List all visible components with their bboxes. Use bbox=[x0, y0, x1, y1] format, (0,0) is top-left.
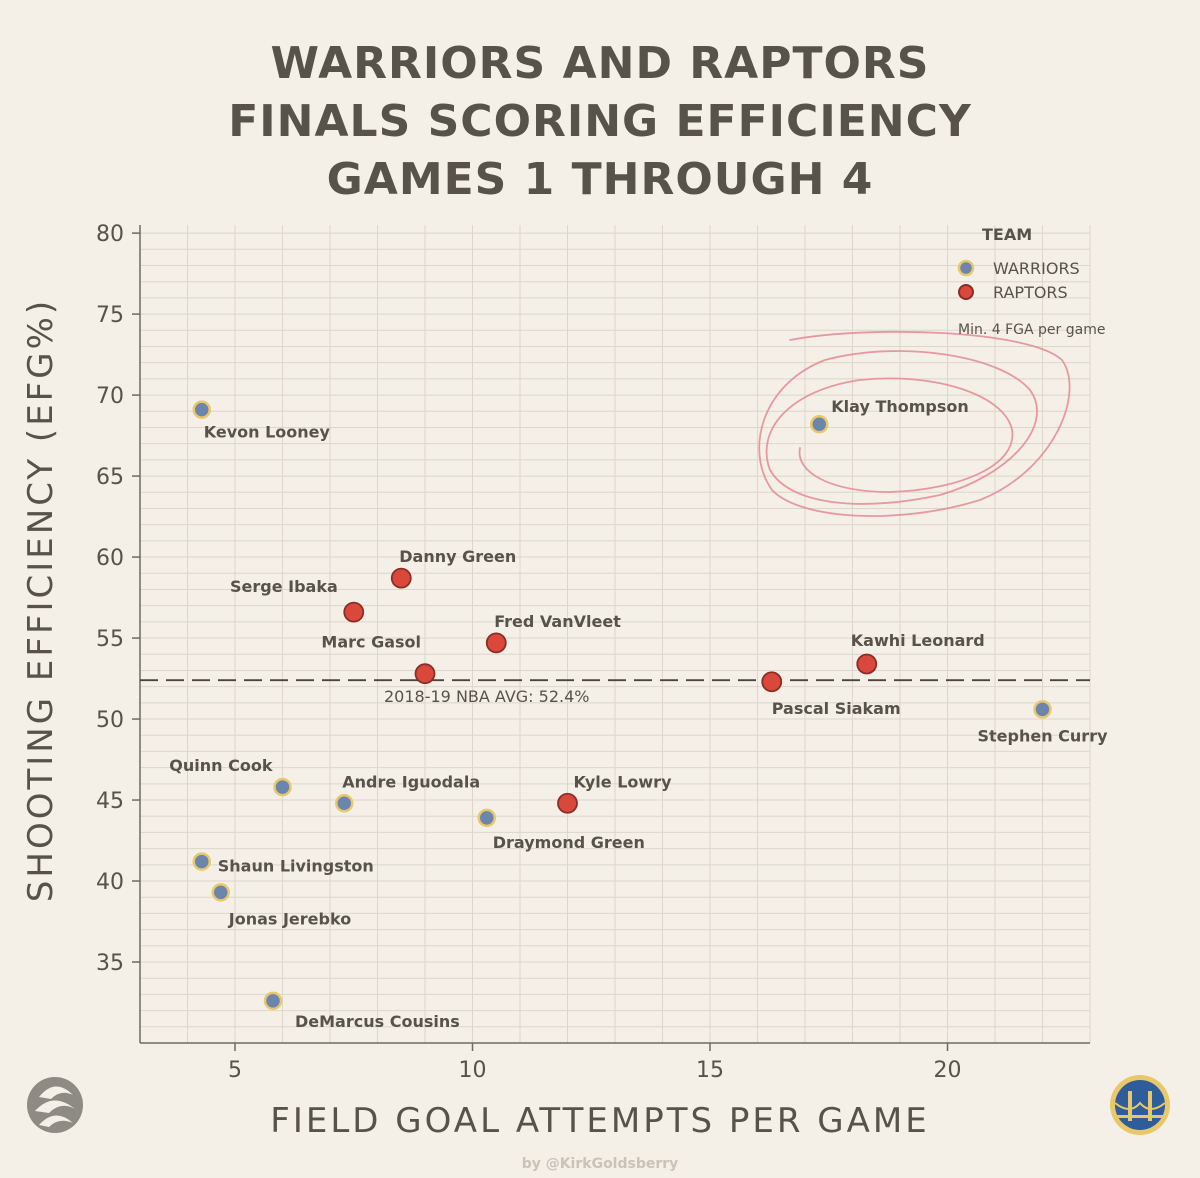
grid-lines bbox=[139, 225, 1091, 1043]
legend-warriors-label: WARRIORS bbox=[993, 259, 1080, 278]
nba-average-label: 2018-19 NBA AVG: 52.4% bbox=[384, 687, 589, 706]
reference-line-group: 2018-19 NBA AVG: 52.4% bbox=[140, 679, 1090, 706]
y-tick-label: 50 bbox=[96, 708, 124, 733]
point-labels: Kevon Looney Klay Thompson Stephen Curry Qu… bbox=[169, 397, 1108, 1031]
x-axis-title: FIELD GOAL ATTEMPTS PER GAME bbox=[270, 1101, 929, 1141]
warriors-bridge-icon bbox=[1110, 1075, 1170, 1135]
label-fred-vanvleet: Fred VanVleet bbox=[494, 612, 621, 631]
point-kawhi-leonard bbox=[856, 653, 878, 675]
point-quinn-cook bbox=[273, 777, 292, 797]
label-marc-gasol: Marc Gasol bbox=[321, 633, 421, 652]
x-tick-label: 5 bbox=[228, 1058, 242, 1083]
point-danny-green bbox=[390, 567, 412, 589]
point-jonas-jerebko bbox=[211, 883, 230, 902]
y-tick-label: 60 bbox=[96, 546, 124, 571]
label-danny-green: Danny Green bbox=[399, 547, 516, 566]
label-kevon-looney: Kevon Looney bbox=[204, 423, 331, 442]
x-tick-label: 15 bbox=[696, 1058, 724, 1083]
y-tick-label: 40 bbox=[96, 870, 124, 895]
point-marc-gasol bbox=[414, 663, 436, 685]
label-klay-thompson: Klay Thompson bbox=[831, 397, 969, 416]
point-demarcus-cousins bbox=[263, 991, 283, 1011]
x-tick-label: 10 bbox=[459, 1058, 487, 1083]
label-draymond-green: Draymond Green bbox=[493, 833, 645, 852]
legend-note: Min. 4 FGA per game bbox=[958, 322, 1105, 338]
legend: TEAM WARRIORS RAPTORS Min. 4 FGA per gam… bbox=[957, 225, 1105, 338]
point-pascal-siakam bbox=[761, 671, 783, 693]
y-axis-title: SHOOTING EFFICIENCY (EFG%) bbox=[21, 298, 61, 902]
label-serge-ibaka: Serge Ibaka bbox=[230, 577, 338, 596]
y-tick-label: 80 bbox=[96, 222, 124, 247]
credit-text: by @KirkGoldsberry bbox=[522, 1156, 679, 1172]
y-tick-label: 65 bbox=[96, 465, 124, 490]
data-points bbox=[192, 400, 1052, 1011]
y-tick-label: 55 bbox=[96, 627, 124, 652]
point-shaun-livingston bbox=[192, 852, 211, 871]
chart-title-line-1: WARRIORS AND RAPTORS bbox=[270, 38, 930, 89]
legend-warriors-marker bbox=[957, 259, 975, 277]
scribble-annotation bbox=[758, 330, 1071, 517]
point-kyle-lowry bbox=[557, 792, 578, 814]
point-klay-thompson bbox=[810, 414, 829, 434]
x-tick-label: 20 bbox=[934, 1058, 962, 1083]
y-tick-label: 75 bbox=[96, 303, 124, 328]
label-jonas-jerebko: Jonas Jerebko bbox=[228, 909, 351, 928]
y-tick-label: 70 bbox=[96, 384, 124, 409]
label-pascal-siakam: Pascal Siakam bbox=[772, 699, 901, 718]
point-fred-vanvleet bbox=[485, 632, 507, 654]
label-kyle-lowry: Kyle Lowry bbox=[574, 772, 673, 791]
point-kevon-looney bbox=[192, 400, 211, 419]
point-stephen-curry bbox=[1033, 700, 1052, 719]
label-quinn-cook: Quinn Cook bbox=[169, 756, 273, 775]
chart-title-line-2: FINALS SCORING EFFICIENCY bbox=[228, 96, 972, 147]
raptors-claw-icon bbox=[27, 1077, 83, 1133]
legend-raptors-label: RAPTORS bbox=[993, 283, 1068, 302]
point-andre-iguodala bbox=[335, 794, 354, 813]
legend-raptors-marker bbox=[958, 284, 974, 300]
label-shaun-livingston: Shaun Livingston bbox=[218, 857, 374, 876]
y-tick-label: 35 bbox=[96, 951, 124, 976]
label-stephen-curry: Stephen Curry bbox=[977, 726, 1108, 745]
point-draymond-green bbox=[477, 808, 496, 828]
point-serge-ibaka bbox=[343, 601, 365, 623]
chart-title-line-3: GAMES 1 THROUGH 4 bbox=[326, 154, 874, 205]
label-kawhi-leonard: Kawhi Leonard bbox=[851, 631, 985, 650]
label-andre-iguodala: Andre Iguodala bbox=[342, 772, 480, 791]
y-tick-label: 45 bbox=[96, 789, 124, 814]
legend-title: TEAM bbox=[982, 225, 1032, 244]
label-demarcus-cousins: DeMarcus Cousins bbox=[295, 1012, 460, 1031]
axes: 35 40 45 50 55 60 65 70 75 80 5 10 15 20 bbox=[96, 222, 1090, 1083]
